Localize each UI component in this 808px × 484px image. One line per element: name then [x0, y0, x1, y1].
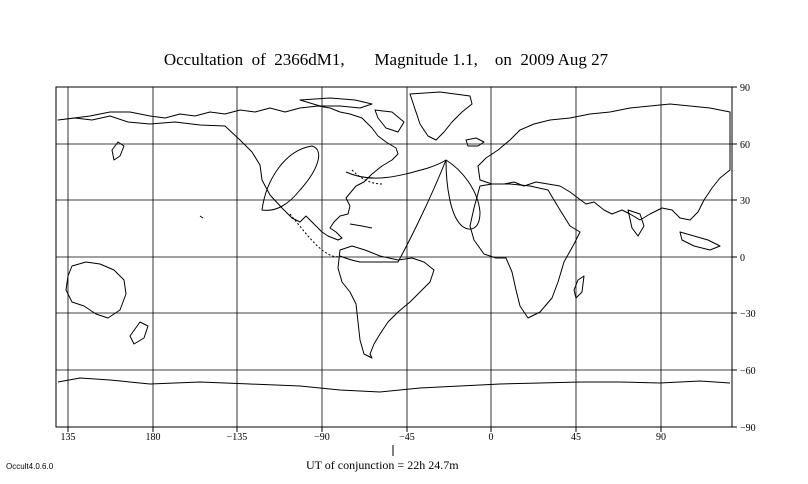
- madagascar-coast: [573, 275, 585, 299]
- lat-tick-label: −90: [740, 423, 756, 434]
- greenland-coast: [409, 91, 473, 141]
- path-dotted-north: [351, 169, 383, 185]
- africa-coast: [469, 183, 581, 319]
- antarctica-coast: [57, 377, 731, 393]
- arctic-islands: [299, 97, 373, 109]
- lon-tick-label: 135: [61, 432, 76, 443]
- graticule: [56, 87, 732, 427]
- lat-tick-label: −30: [740, 309, 756, 320]
- lon-tick-label: −90: [314, 432, 330, 443]
- japan-coast: [111, 141, 125, 161]
- lon-tick-label: 0: [489, 432, 494, 443]
- path-central-loop: [345, 159, 481, 230]
- version-label: Occult4.0.6.0: [6, 462, 54, 471]
- longitude-axis: 135 180 −135 −90 −45 0 45 90: [61, 432, 667, 443]
- lon-tick-label: −45: [399, 432, 415, 443]
- lat-tick-label: −60: [740, 366, 756, 377]
- occultation-paths: [261, 145, 481, 263]
- caribbean-islands: [349, 223, 373, 229]
- iceland-coast: [465, 137, 485, 147]
- south-america-coast: [337, 245, 435, 359]
- indonesia-islands: [679, 231, 721, 251]
- tick-marks: [67, 86, 737, 432]
- conjunction-time-label: UT of conjunction = 22h 24.7m: [306, 458, 459, 472]
- australia-coast: [65, 261, 127, 319]
- lon-tick-label: 45: [571, 432, 581, 443]
- map-title: Occultation of 2366dM1, Magnitude 1.1, o…: [163, 50, 609, 69]
- lat-tick-label: 30: [740, 196, 750, 207]
- lat-tick-label: 90: [740, 83, 750, 94]
- lat-tick-label: 60: [740, 140, 750, 151]
- coastlines: [57, 91, 731, 393]
- eurasia-coast: [477, 103, 731, 221]
- lon-tick-label: 180: [146, 432, 161, 443]
- path-north-limit: [261, 145, 320, 211]
- latitude-axis: 90 60 30 0 −30 −60 −90: [740, 83, 756, 434]
- path-dotted-track: [289, 213, 341, 258]
- lat-tick-label: 0: [740, 253, 745, 264]
- new-zealand-coast: [129, 321, 149, 345]
- lon-tick-label: −135: [227, 432, 248, 443]
- baffin-island: [374, 109, 405, 133]
- india-coast: [627, 209, 645, 237]
- north-america-coast: [57, 105, 399, 241]
- hawaii-islands: [199, 215, 204, 219]
- lon-tick-label: 90: [656, 432, 666, 443]
- path-southern-curve: [339, 159, 447, 263]
